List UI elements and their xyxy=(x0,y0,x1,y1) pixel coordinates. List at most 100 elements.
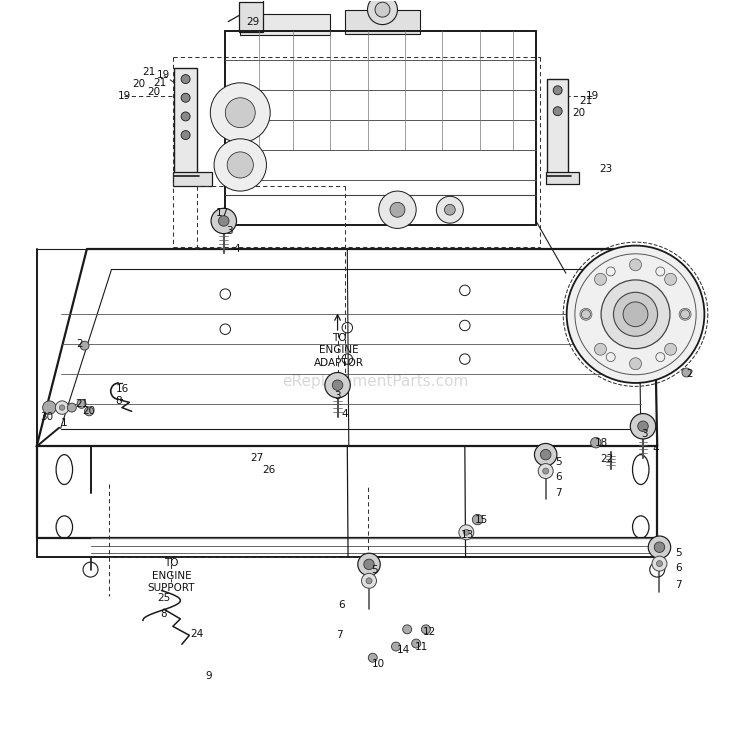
Text: 14: 14 xyxy=(397,646,410,655)
Circle shape xyxy=(538,464,554,479)
Text: 9: 9 xyxy=(206,672,212,681)
Text: 8: 8 xyxy=(160,610,167,619)
Text: 22: 22 xyxy=(601,454,613,464)
Circle shape xyxy=(368,653,377,662)
Text: 23: 23 xyxy=(599,164,612,174)
Text: 21: 21 xyxy=(75,399,88,409)
Text: 5: 5 xyxy=(555,457,562,467)
Text: 3: 3 xyxy=(334,391,341,402)
Text: 8: 8 xyxy=(115,396,122,406)
Text: 24: 24 xyxy=(190,629,203,639)
Circle shape xyxy=(436,196,463,223)
Circle shape xyxy=(325,373,350,398)
Circle shape xyxy=(181,112,190,121)
Text: 20: 20 xyxy=(82,406,95,417)
Circle shape xyxy=(664,273,676,285)
Circle shape xyxy=(332,380,343,390)
Text: 3: 3 xyxy=(226,226,232,236)
Text: TO
ENGINE
SUPPORT: TO ENGINE SUPPORT xyxy=(148,558,195,593)
Circle shape xyxy=(43,401,56,414)
Text: 16: 16 xyxy=(116,384,128,394)
Circle shape xyxy=(595,273,607,285)
Circle shape xyxy=(80,341,89,350)
Text: 4: 4 xyxy=(233,244,240,254)
Text: 13: 13 xyxy=(460,530,474,539)
Text: TO
ENGINE
ADAPTOR: TO ENGINE ADAPTOR xyxy=(314,333,364,367)
Text: 18: 18 xyxy=(596,438,608,448)
Text: 1: 1 xyxy=(61,417,68,428)
Circle shape xyxy=(379,191,416,228)
Text: 4: 4 xyxy=(652,444,659,453)
Circle shape xyxy=(459,525,474,540)
Text: 7: 7 xyxy=(675,580,682,589)
Text: 3: 3 xyxy=(641,429,648,439)
Text: 11: 11 xyxy=(415,643,428,652)
Circle shape xyxy=(648,536,670,559)
Text: 4: 4 xyxy=(342,408,348,419)
Circle shape xyxy=(464,530,470,536)
Circle shape xyxy=(638,421,648,432)
Circle shape xyxy=(225,98,255,128)
Circle shape xyxy=(412,639,421,648)
Circle shape xyxy=(56,401,69,414)
Text: 29: 29 xyxy=(246,16,259,27)
Text: 15: 15 xyxy=(475,515,488,524)
Text: 25: 25 xyxy=(158,593,170,603)
Circle shape xyxy=(472,515,483,525)
Text: 26: 26 xyxy=(262,465,275,474)
Circle shape xyxy=(392,642,400,651)
Circle shape xyxy=(543,468,549,474)
Text: 17: 17 xyxy=(216,209,229,218)
Text: 19: 19 xyxy=(158,70,170,80)
Circle shape xyxy=(181,131,190,140)
Circle shape xyxy=(85,407,94,416)
Circle shape xyxy=(362,574,376,588)
Circle shape xyxy=(654,542,664,553)
Text: 27: 27 xyxy=(250,453,263,463)
Circle shape xyxy=(366,577,372,583)
Circle shape xyxy=(211,208,236,233)
Circle shape xyxy=(77,399,86,408)
Circle shape xyxy=(181,94,190,102)
Bar xyxy=(238,2,262,32)
Circle shape xyxy=(630,414,656,439)
Circle shape xyxy=(227,152,254,178)
Text: 20: 20 xyxy=(147,87,160,96)
Circle shape xyxy=(567,245,704,383)
Circle shape xyxy=(445,204,455,215)
Text: 6: 6 xyxy=(338,601,344,610)
Circle shape xyxy=(68,403,76,412)
Circle shape xyxy=(210,83,270,143)
Circle shape xyxy=(623,302,648,327)
Text: 2: 2 xyxy=(686,369,693,379)
Circle shape xyxy=(214,139,266,191)
Text: 20: 20 xyxy=(132,79,145,89)
Circle shape xyxy=(652,557,667,571)
Circle shape xyxy=(358,554,380,575)
Circle shape xyxy=(580,308,592,320)
Circle shape xyxy=(368,0,398,25)
Circle shape xyxy=(535,444,557,466)
Text: 19: 19 xyxy=(118,91,130,101)
Text: 19: 19 xyxy=(586,91,598,101)
Circle shape xyxy=(679,308,691,320)
Circle shape xyxy=(664,343,676,355)
Circle shape xyxy=(629,259,641,271)
Bar xyxy=(548,79,568,176)
Text: 2: 2 xyxy=(76,339,82,349)
Circle shape xyxy=(554,86,562,95)
Circle shape xyxy=(422,625,430,634)
Circle shape xyxy=(590,438,601,448)
Circle shape xyxy=(614,292,658,337)
Text: 30: 30 xyxy=(40,412,54,423)
Bar xyxy=(174,68,196,176)
Text: 21: 21 xyxy=(154,78,166,88)
Bar xyxy=(345,10,420,34)
Text: 5: 5 xyxy=(372,565,378,574)
Circle shape xyxy=(601,280,670,349)
Circle shape xyxy=(656,561,662,567)
Text: 21: 21 xyxy=(142,67,155,77)
Text: 6: 6 xyxy=(555,472,562,482)
Circle shape xyxy=(403,625,412,634)
Text: eReplacementParts.com: eReplacementParts.com xyxy=(282,374,468,389)
